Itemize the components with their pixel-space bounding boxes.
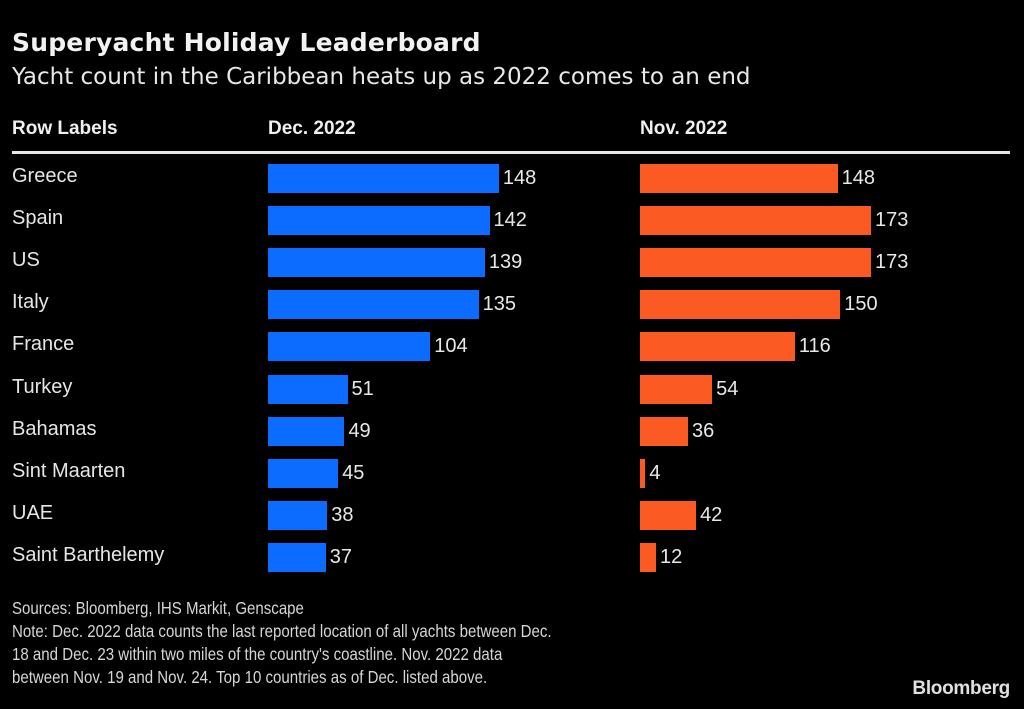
nov-bar	[640, 500, 697, 530]
note-line-1: Note: Dec. 2022 data counts the last rep…	[12, 621, 552, 641]
sources-note: Sources: Bloomberg, IHS Markit, Genscape	[12, 598, 304, 618]
dec-value-label: 148	[502, 167, 537, 189]
nov-2022-header: Nov. 2022	[640, 118, 728, 139]
dec-bar	[268, 164, 499, 193]
bloomberg-logo: Bloomberg	[912, 678, 1010, 699]
nov-bar	[640, 416, 689, 446]
nov-value-label: 12	[660, 545, 683, 568]
nov-value-label: 54	[716, 377, 739, 400]
nov-value-label: 150	[844, 293, 878, 316]
row-label: Bahamas	[12, 417, 97, 440]
dec-bar	[268, 206, 490, 236]
dec-bar	[268, 290, 479, 320]
row-label: Greece	[12, 165, 78, 187]
dec-value-label: 139	[488, 251, 523, 274]
dec-bar	[268, 458, 339, 488]
nov-bar	[640, 542, 657, 572]
dec-bar	[268, 374, 348, 404]
nov-value-label: 173	[874, 251, 909, 274]
row-label: Turkey	[12, 375, 73, 398]
dec-2022-header: Dec. 2022	[268, 118, 356, 139]
nov-value-label: 36	[692, 419, 715, 442]
dec-bar	[268, 500, 328, 530]
dec-bar	[268, 332, 431, 362]
row-label: Saint Barthelemy	[12, 543, 165, 566]
header-divider	[12, 151, 1010, 154]
nov-value-label: 4	[649, 461, 661, 484]
nov-bar	[640, 374, 713, 404]
dec-value-label: 51	[351, 377, 374, 400]
row-label: Spain	[12, 207, 64, 230]
dec-bar	[268, 542, 326, 572]
dec-value-label: 49	[348, 419, 371, 442]
nov-bar	[640, 206, 871, 236]
nov-value-label: 42	[700, 503, 723, 526]
nov-bar	[640, 458, 646, 488]
nov-value-label: 116	[798, 335, 831, 358]
dec-bar	[268, 416, 345, 446]
row-labels-header: Row Labels	[12, 118, 118, 139]
chart-subtitle: Yacht count in the Caribbean heats up as…	[12, 64, 751, 90]
nov-bar	[640, 248, 871, 278]
nov-bar	[640, 164, 838, 193]
dec-value-label: 38	[331, 503, 354, 526]
row-label: UAE	[12, 501, 54, 524]
nov-bar	[640, 290, 841, 320]
nov-bar	[640, 332, 795, 362]
dec-bar	[268, 248, 485, 278]
row-label: Italy	[12, 291, 49, 314]
dec-value-label: 104	[434, 335, 468, 358]
dec-value-label: 142	[493, 209, 527, 232]
nov-value-label: 148	[841, 167, 875, 189]
row-label: Sint Maarten	[12, 459, 126, 482]
row-label: France	[12, 333, 75, 356]
nov-value-label: 173	[874, 209, 909, 232]
row-label: US	[12, 249, 40, 272]
chart-title: Superyacht Holiday Leaderboard	[12, 28, 481, 57]
dec-value-label: 135	[482, 293, 516, 316]
dec-value-label: 45	[342, 461, 365, 484]
note-line-3: between Nov. 19 and Nov. 24. Top 10 coun…	[12, 667, 488, 687]
dec-value-label: 37	[329, 545, 352, 568]
note-line-2: 18 and Dec. 23 within two miles of the c…	[12, 644, 503, 664]
